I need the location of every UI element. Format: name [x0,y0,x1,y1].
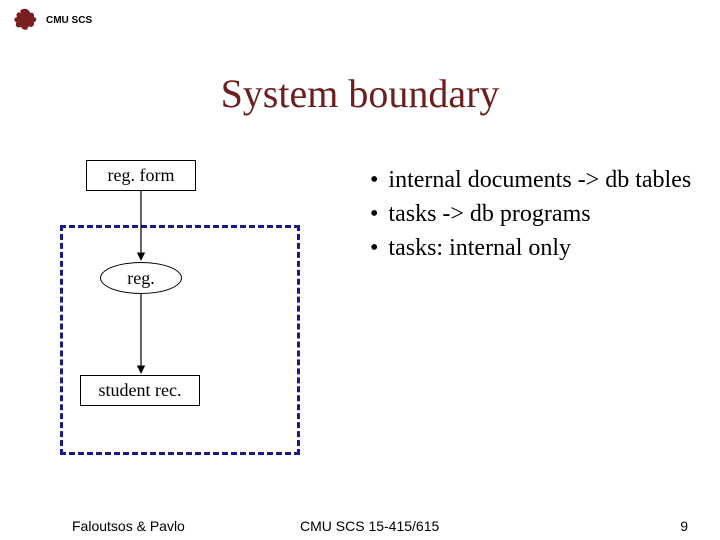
footer-pagenum: 9 [680,518,688,534]
bullet-item: tasks: internal only [370,233,700,263]
node-reg-form: reg. form [86,160,196,191]
node-student-rec: student rec. [80,375,200,406]
bullet-list: internal documents -> db tables tasks ->… [370,165,700,267]
bullet-item: internal documents -> db tables [370,165,700,195]
node-reg-form-label: reg. form [108,165,175,185]
slide-title: System boundary [0,70,720,117]
bullet-item: tasks -> db programs [370,199,700,229]
node-reg: reg. [100,262,182,294]
header-org: CMU SCS [46,15,92,26]
footer-authors: Faloutsos & Pavlo [72,518,185,534]
node-reg-label: reg. [127,268,154,289]
header: CMU SCS [12,6,92,34]
system-boundary-box [60,225,300,455]
slide: CMU SCS System boundary reg. form reg. s… [0,0,720,540]
node-student-rec-label: student rec. [99,380,182,400]
footer-course: CMU SCS 15-415/615 [300,518,439,534]
cmu-scs-logo [12,6,40,34]
